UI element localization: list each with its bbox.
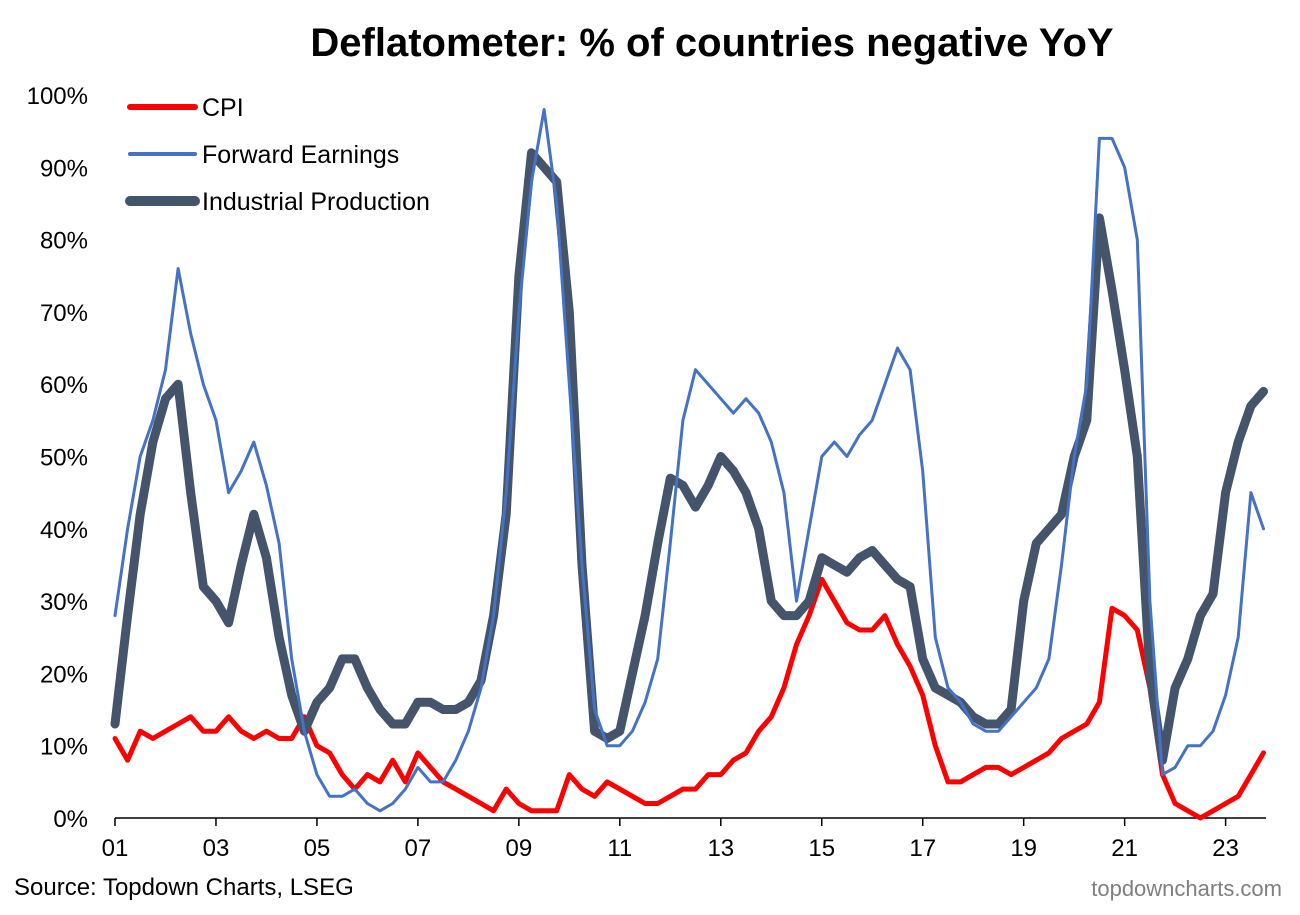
brand-watermark: topdowncharts.com <box>1091 876 1282 901</box>
legend-label-industrial-production: Industrial Production <box>202 188 430 216</box>
y-tick-label: 90% <box>40 155 88 182</box>
x-tick-label: 03 <box>203 835 230 862</box>
legend: CPI Forward Earnings Industrial Production <box>125 94 430 216</box>
source-note: Source: Topdown Charts, LSEG <box>14 874 354 901</box>
legend-label-forward-earnings: Forward Earnings <box>202 141 399 169</box>
x-tick-label: 17 <box>909 835 936 862</box>
y-tick-label: 40% <box>40 517 88 544</box>
y-tick-label: 100% <box>27 83 88 110</box>
x-tick-label: 07 <box>405 835 432 862</box>
y-tick-label: 30% <box>40 589 88 616</box>
y-axis: 0% 10% 20% 30% 40% 50% 60% 70% 80% 90% 100% <box>27 83 88 833</box>
y-tick-label: 80% <box>40 228 88 255</box>
series-line-forward-earnings <box>113 108 1265 813</box>
x-axis: 01 03 05 07 09 11 13 15 17 19 21 23 <box>102 817 1266 862</box>
y-tick-label: 10% <box>40 734 88 761</box>
y-tick-label: 70% <box>40 300 88 327</box>
x-tick-label: 01 <box>102 835 129 862</box>
x-tick-label: 05 <box>304 835 331 862</box>
series-line-industrial-production <box>110 148 1268 765</box>
x-tick-label: 09 <box>506 835 533 862</box>
x-tick-label: 23 <box>1212 835 1239 862</box>
series-layer <box>110 108 1268 821</box>
x-tick-label: 13 <box>707 835 734 862</box>
y-tick-label: 20% <box>40 661 88 688</box>
legend-label-cpi: CPI <box>202 94 244 122</box>
x-tick-label: 11 <box>607 835 632 862</box>
x-tick-label: 21 <box>1111 835 1138 862</box>
y-tick-label: 50% <box>40 445 88 472</box>
x-tick-label: 19 <box>1010 835 1037 862</box>
y-tick-label: 60% <box>40 372 88 399</box>
y-tick-label: 0% <box>53 806 88 833</box>
chart-title: Deflatometer: % of countries negative Yo… <box>310 21 1113 65</box>
x-tick-label: 15 <box>808 835 835 862</box>
